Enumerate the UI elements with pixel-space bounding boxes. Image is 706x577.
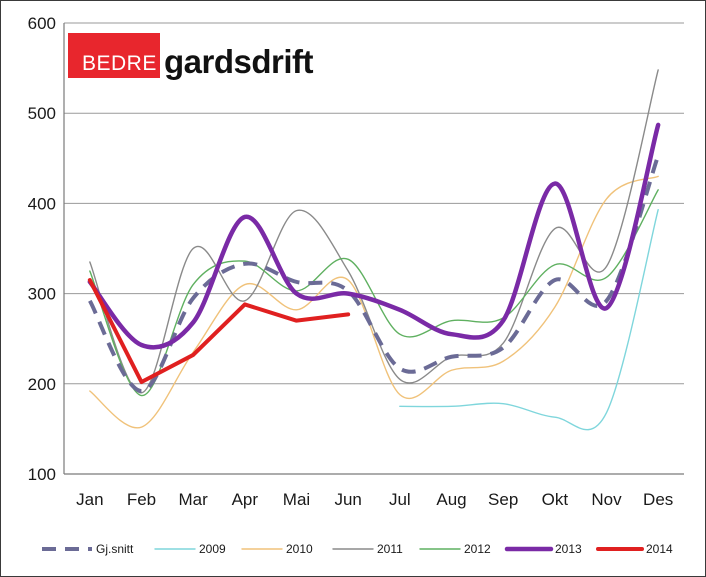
y-tick-label: 200 [28,375,56,394]
x-tick-label: Des [643,490,673,509]
series-lines [87,69,661,431]
legend-label: 2011 [377,542,403,556]
bedre-gardsdrift-logo: BEDRE gardsdrift [68,30,314,80]
y-tick-label: 400 [28,194,56,213]
x-tick-label: Sep [488,490,518,509]
x-tick-label: Apr [232,490,259,509]
gridlines [64,22,684,385]
x-tick-label: Nov [591,490,622,509]
x-tick-label: Jan [76,490,103,509]
x-tick-label: Aug [436,490,466,509]
logo-word: gardsdrift [164,43,314,80]
axes [63,23,684,475]
logo-red-box: BEDRE [68,33,160,78]
legend: Gj.snitt 2009 2010 2011 2012 2013 2014 [42,542,673,556]
x-tick-label: Jul [389,490,411,509]
series-line-2013 [87,122,661,350]
legend-label: 2013 [555,542,582,556]
legend-label: 2012 [464,542,491,556]
legend-label: 2010 [286,542,313,556]
x-tick-label: Mai [283,490,310,509]
y-tick-label: 600 [28,14,56,33]
y-tick-label: 300 [28,285,56,304]
x-tick-label: Feb [127,490,156,509]
x-tick-label: Okt [542,490,569,509]
y-tick-labels: 100 200 300 400 500 600 [28,14,56,484]
series-line-gj-snitt [88,154,661,394]
x-tick-labels: Jan Feb Mar Apr Mai Jun Jul Aug Sep Okt Nov Des [76,490,673,509]
series-line-2009 [399,209,659,431]
y-tick-label: 100 [28,465,56,484]
legend-label: Gj.snitt [96,542,134,556]
series-line-2011 [89,69,659,394]
series-line-2014 [87,278,351,384]
x-tick-label: Jun [334,490,361,509]
x-tick-label: Mar [179,490,209,509]
legend-label: 2014 [646,542,673,556]
y-tick-label: 500 [28,104,56,123]
legend-label: 2009 [199,542,226,556]
logo-red-text: BEDRE [82,52,157,75]
